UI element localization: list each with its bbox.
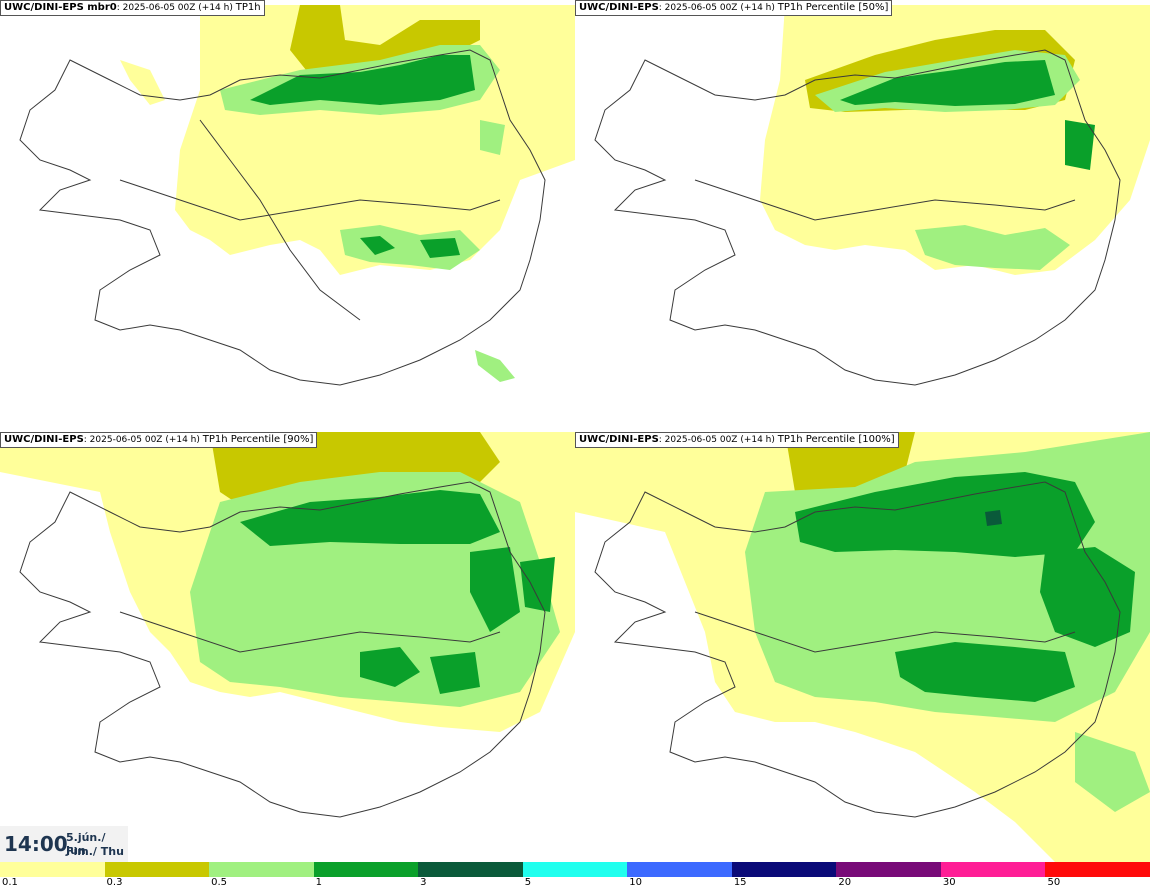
iceland-map-p100 (575, 432, 1150, 862)
legend-swatch (731, 862, 837, 877)
precip-layer (760, 5, 1150, 275)
coastline (594, 481, 1121, 818)
variable-name: TP1h Percentile [50%] (777, 2, 889, 13)
coastline (19, 481, 546, 818)
variable-name: TP1h (235, 2, 261, 13)
coastline (19, 49, 546, 386)
map-panel-mbr0: UWC/DINI-EPS mbr0: 2025-06-05 00Z (+14 h… (0, 0, 575, 430)
legend-label: 3 (420, 877, 427, 888)
run-info: 2025-06-05 00Z (+14 h) (664, 435, 775, 445)
legend-swatch (1045, 862, 1150, 877)
run-info: 2025-06-05 00Z (+14 h) (89, 435, 200, 445)
legend-swatch (0, 862, 105, 877)
legend-label: 20 (838, 877, 852, 888)
legend-labels: 0.1 0.3 0.5 1 3 5 10 15 20 30 50 (0, 877, 1150, 891)
variable-name: TP1h Percentile [100%] (777, 434, 895, 445)
map-panel-p90: UWC/DINI-EPS: 2025-06-05 00Z (+14 h) TP1… (0, 432, 575, 862)
model-name: UWC/DINI-EPS (4, 434, 84, 445)
legend-label: 30 (942, 877, 956, 888)
legend-label: 50 (1047, 877, 1061, 888)
legend-swatch (313, 862, 419, 877)
legend-swatch (627, 862, 732, 877)
legend-label: 0.3 (106, 877, 123, 888)
panel-title: UWC/DINI-EPS mbr0: 2025-06-05 00Z (+14 h… (0, 0, 265, 16)
iceland-map-p50 (594, 5, 1150, 386)
precip-layer (575, 432, 1150, 862)
legend-swatch (522, 862, 628, 877)
panel-title: UWC/DINI-EPS: 2025-06-05 00Z (+14 h) TP1… (575, 432, 899, 448)
legend-swatch (104, 862, 210, 877)
iceland-map-mbr0 (19, 5, 575, 386)
color-legend (0, 862, 1150, 877)
precip-layer (120, 5, 575, 382)
iceland-map-p90 (0, 432, 575, 818)
run-info: 2025-06-05 00Z (+14 h) (664, 3, 775, 13)
legend-swatch (836, 862, 941, 877)
precip-layer (0, 432, 575, 732)
legend-label: 10 (629, 877, 642, 888)
valid-hour: 14:00 (4, 832, 68, 856)
panel-title: UWC/DINI-EPS: 2025-06-05 00Z (+14 h) TP1… (0, 432, 318, 448)
valid-date: 5.jún./ Jun (66, 831, 106, 857)
legend-label: 0.1 (2, 877, 18, 888)
variable-name: TP1h Percentile [90%] (202, 434, 314, 445)
map-panel-p50: UWC/DINI-EPS: 2025-06-05 00Z (+14 h) TP1… (575, 0, 1150, 430)
legend-label: 0.5 (211, 877, 227, 888)
panel-title: UWC/DINI-EPS: 2025-06-05 00Z (+14 h) TP1… (575, 0, 893, 16)
legend-swatch (418, 862, 523, 877)
valid-weekday: Fim./ Thu (66, 845, 124, 858)
legend-swatch (940, 862, 1046, 877)
run-info: 2025-06-05 00Z (+14 h) (122, 3, 233, 13)
legend-label: 5 (524, 877, 532, 888)
map-panel-p100: UWC/DINI-EPS: 2025-06-05 00Z (+14 h) TP1… (575, 432, 1150, 862)
valid-time-box: 14:00 5.jún./ Jun Fim./ Thu (0, 826, 128, 862)
model-name: UWC/DINI-EPS mbr0 (4, 2, 117, 13)
legend-swatch (209, 862, 314, 877)
coastline (594, 49, 1121, 386)
model-name: UWC/DINI-EPS (579, 2, 659, 13)
legend-label: 15 (733, 877, 747, 888)
model-name: UWC/DINI-EPS (579, 434, 659, 445)
legend-label: 1 (315, 877, 322, 888)
